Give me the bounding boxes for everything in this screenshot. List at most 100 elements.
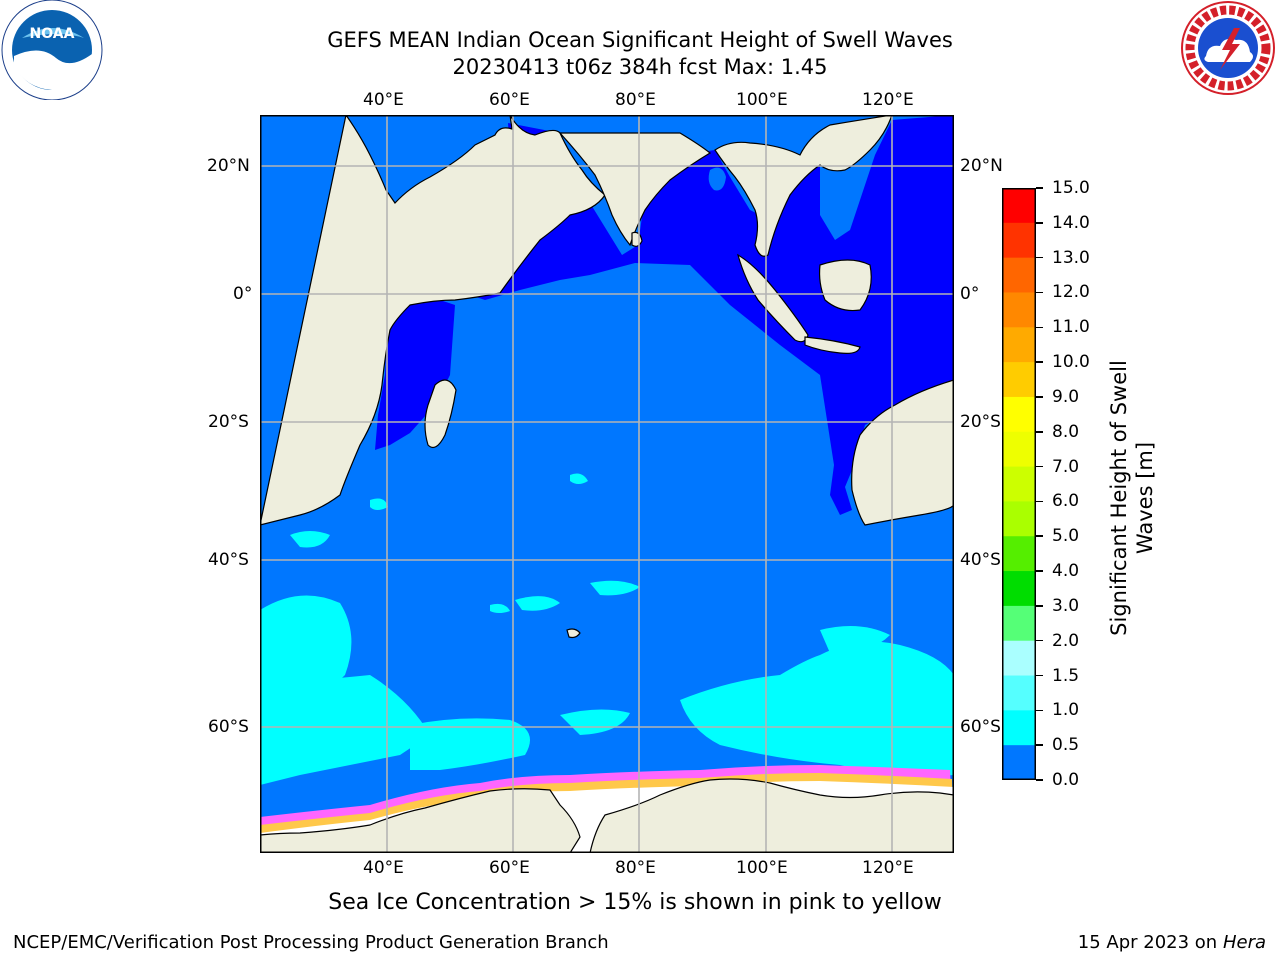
graticule <box>260 115 954 853</box>
colorbar-tick-label: 10.0 <box>1052 352 1090 373</box>
noaa-logo-text: NOAA <box>30 26 75 42</box>
colorbar-segment <box>1002 466 1036 503</box>
nws-logo <box>1178 0 1280 100</box>
colorbar-tick-mark <box>1036 779 1043 781</box>
colorbar-tick-label: 7.0 <box>1052 456 1080 477</box>
colorbar-label-line2: Waves [m] <box>1133 441 1157 555</box>
colorbar-label-line1: Significant Height of Swell <box>1107 360 1131 636</box>
land-kerguelen <box>566 628 581 639</box>
colorbar-tick-label: 0.0 <box>1052 770 1080 790</box>
colorbar-tick-mark <box>1036 465 1043 468</box>
ocean-low-mozambique <box>375 300 455 450</box>
ocean-low-arabian-sea <box>455 115 954 515</box>
colorbar-tick-mark <box>1036 674 1043 677</box>
colorbar <box>1002 188 1036 781</box>
colorbar-tick-mark <box>1036 291 1043 294</box>
lon-tick-bottom-40e: 40°E <box>363 858 404 878</box>
colorbar-tick-mark <box>1036 639 1043 642</box>
colorbar-segment <box>1002 710 1036 746</box>
sea-ice-caption: Sea Ice Concentration > 15% is shown in … <box>328 890 942 915</box>
lat-tick-left-40s: 40°S <box>208 550 249 570</box>
colorbar-segment <box>1002 188 1036 224</box>
lon-tick-top-100e: 100°E <box>736 90 788 110</box>
noaa-logo: NOAA <box>0 0 110 101</box>
map-title: GEFS MEAN Indian Ocean Significant Heigh… <box>327 28 953 52</box>
swell-height-map[interactable] <box>259 114 955 854</box>
colorbar-tick-label: 12.0 <box>1052 282 1090 303</box>
lon-tick-top-60e: 60°E <box>489 90 530 110</box>
colorbar-tick-label: 8.0 <box>1052 421 1080 442</box>
footer-date: 15 Apr 2023 on <box>1077 932 1223 953</box>
colorbar-segment <box>1002 431 1036 468</box>
lat-tick-left-20s: 20°S <box>208 412 249 432</box>
lat-tick-right-20s: 20°S <box>960 412 1001 432</box>
colorbar-tick-label: 3.0 <box>1052 595 1080 616</box>
colorbar-segment <box>1002 640 1036 677</box>
colorbar-label: Significant Height of Swell Waves [m] <box>1106 333 1158 663</box>
colorbar-tick-mark <box>1036 431 1043 433</box>
colorbar-tick-label: 13.0 <box>1052 247 1090 268</box>
colorbar-tick-label: 15.0 <box>1052 178 1090 198</box>
colorbar-tick-mark <box>1036 500 1043 503</box>
land-masses <box>259 114 955 854</box>
colorbar-segment <box>1002 396 1036 433</box>
footer-host: Hera <box>1222 932 1266 953</box>
colorbar-segment <box>1002 605 1036 642</box>
colorbar-segment <box>1002 327 1036 363</box>
colorbar-segment <box>1002 362 1036 398</box>
colorbar-tick-mark <box>1036 744 1043 746</box>
lon-tick-bottom-120e: 120°E <box>862 858 914 878</box>
land-se-asia <box>714 114 893 257</box>
colorbar-tick-mark <box>1036 361 1043 363</box>
lat-tick-right-20n: 20°N <box>960 156 1003 176</box>
colorbar-tick-label: 11.0 <box>1052 317 1090 338</box>
colorbar-segment <box>1002 675 1036 711</box>
colorbar-tick-label: 2.0 <box>1052 630 1080 651</box>
colorbar-segment <box>1002 536 1036 572</box>
colorbar-segment <box>1002 222 1036 259</box>
map-subtitle: 20230413 t06z 384h fcst Max: 1.45 <box>452 55 828 79</box>
lat-tick-left-60s: 60°S <box>208 717 249 737</box>
lat-tick-left-0: 0° <box>233 284 253 304</box>
lon-tick-bottom-80e: 80°E <box>615 858 656 878</box>
lon-tick-bottom-60e: 60°E <box>489 858 530 878</box>
colorbar-tick-mark <box>1036 605 1043 607</box>
colorbar-tick-mark <box>1036 256 1043 259</box>
colorbar-tick-label: 5.0 <box>1052 526 1080 547</box>
colorbar-tick-label: 14.0 <box>1052 212 1090 233</box>
colorbar-tick-label: 1.0 <box>1052 700 1080 721</box>
colorbar-tick-mark <box>1036 396 1043 398</box>
footer-left: NCEP/EMC/Verification Post Processing Pr… <box>13 932 609 953</box>
lon-tick-top-40e: 40°E <box>363 90 404 110</box>
ocean-mid-bengal-patch <box>708 167 726 191</box>
land-australia <box>851 379 955 526</box>
lat-tick-right-60s: 60°S <box>960 717 1001 737</box>
lat-tick-right-40s: 40°S <box>960 550 1001 570</box>
colorbar-tick-label: 6.0 <box>1052 491 1080 512</box>
colorbar-segment <box>1002 501 1036 537</box>
land-java <box>804 336 861 354</box>
lat-tick-right-0: 0° <box>960 284 980 304</box>
colorbar-tick-label: 1.5 <box>1052 665 1080 686</box>
footer-right: 15 Apr 2023 on Hera <box>1078 932 1266 954</box>
colorbar-tick-mark <box>1036 222 1043 224</box>
land-antarctica <box>259 778 955 854</box>
lat-tick-left-20n: 20°N <box>207 156 250 176</box>
colorbar-segment <box>1002 571 1036 607</box>
lon-tick-bottom-100e: 100°E <box>736 858 788 878</box>
colorbar-tick-label: 9.0 <box>1052 386 1080 407</box>
colorbar-tick-mark <box>1036 570 1043 572</box>
land-sumatra <box>737 253 809 343</box>
ocean-high-patches <box>260 473 954 785</box>
colorbar-segment <box>1002 745 1036 781</box>
colorbar-tick-mark <box>1036 187 1043 189</box>
lon-tick-top-120e: 120°E <box>862 90 914 110</box>
land-borneo <box>818 259 872 312</box>
colorbar-segment <box>1002 257 1036 294</box>
land-india <box>558 132 712 247</box>
colorbar-tick-mark <box>1036 535 1043 537</box>
colorbar-tick-label: 0.5 <box>1052 735 1080 756</box>
colorbar-tick-label: 4.0 <box>1052 561 1080 582</box>
colorbar-tick-mark <box>1036 709 1043 712</box>
colorbar-segment <box>1002 292 1036 328</box>
